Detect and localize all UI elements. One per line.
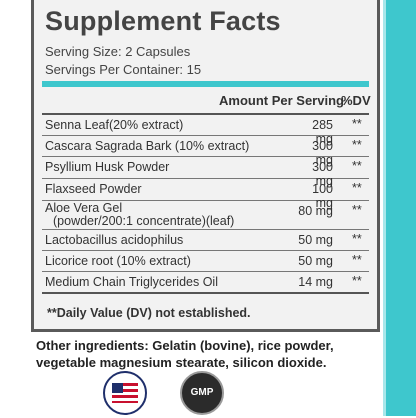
ingredient-dv: ** <box>352 232 362 246</box>
ingredient-amount: 300 mg <box>312 139 333 167</box>
ingredient-name: Licorice root (10% extract) <box>45 254 191 268</box>
decorative-side-stripe <box>383 0 416 416</box>
ingredient-row: Psyllium Husk Powder 300 mg ** <box>42 157 369 188</box>
ingredient-name-line2: (powder/200:1 concentrate)(leaf) <box>53 214 235 228</box>
ingredient-amount: 300 mg <box>312 160 333 188</box>
ingredient-amount: 50 mg <box>298 233 333 247</box>
ingredient-amount: 14 mg <box>298 275 333 289</box>
ingredient-row: Medium Chain Triglycerides Oil 14 mg ** <box>42 272 369 292</box>
ingredient-name: Cascara Sagrada Bark (10% extract) <box>45 139 250 153</box>
accent-divider <box>42 81 369 87</box>
ingredient-row: Flaxseed Powder 100 mg ** <box>42 179 369 210</box>
ingredient-dv: ** <box>352 253 362 267</box>
ingredient-dv: ** <box>352 181 362 195</box>
ingredient-name: Senna Leaf(20% extract) <box>45 118 184 132</box>
ingredient-name: Medium Chain Triglycerides Oil <box>45 275 218 289</box>
ingredient-row: Lactobacillus acidophilus 50 mg ** <box>42 230 369 251</box>
ingredient-row: Senna Leaf(20% extract) 285 mg ** <box>42 115 369 146</box>
ingredient-amount: 285 mg <box>312 118 333 146</box>
dv-column-header: %DV <box>341 93 371 108</box>
ingredient-amount: 80 mg <box>298 204 333 218</box>
servings-per-container: Servings Per Container: 15 <box>45 62 202 77</box>
daily-value-footnote: **Daily Value (DV) not established. <box>47 306 251 320</box>
ingredient-dv: ** <box>352 274 362 288</box>
ingredient-row: Aloe Vera Gel (powder/200:1 concentrate)… <box>42 201 369 230</box>
header-divider <box>42 113 369 115</box>
ingredient-amount: 100 mg <box>312 182 333 210</box>
ingredient-name: Aloe Vera Gel (powder/200:1 concentrate)… <box>45 202 234 228</box>
ingredient-name: Flaxseed Powder <box>45 182 142 196</box>
gmp-label: GMP <box>190 387 214 398</box>
ingredient-name: Lactobacillus acidophilus <box>45 233 184 247</box>
ingredient-dv: ** <box>352 159 362 173</box>
ingredient-name: Psyllium Husk Powder <box>45 160 170 174</box>
ingredient-amount: 50 mg <box>298 254 333 268</box>
serving-size: Serving Size: 2 Capsules <box>45 44 191 59</box>
made-in-usa-badge-icon <box>103 371 147 415</box>
ingredient-dv: ** <box>352 117 362 131</box>
ingredient-row: Licorice root (10% extract) 50 mg ** <box>42 251 369 272</box>
ingredient-dv: ** <box>352 203 362 217</box>
panel-title: Supplement Facts <box>45 6 281 36</box>
gmp-certified-badge-icon: GMP <box>180 371 224 415</box>
ingredient-row: Cascara Sagrada Bark (10% extract) 300 m… <box>42 136 369 167</box>
supplement-facts-panel: Supplement Facts Serving Size: 2 Capsule… <box>31 0 380 332</box>
ingredient-name-line1: Aloe Vera Gel <box>45 201 123 215</box>
footer-divider <box>42 292 369 294</box>
ingredient-dv: ** <box>352 138 362 152</box>
other-ingredients: Other ingredients: Gelatin (bovine), ric… <box>36 338 334 370</box>
amount-column-header: Amount Per Serving <box>219 93 344 108</box>
usa-flag-icon <box>108 376 142 410</box>
